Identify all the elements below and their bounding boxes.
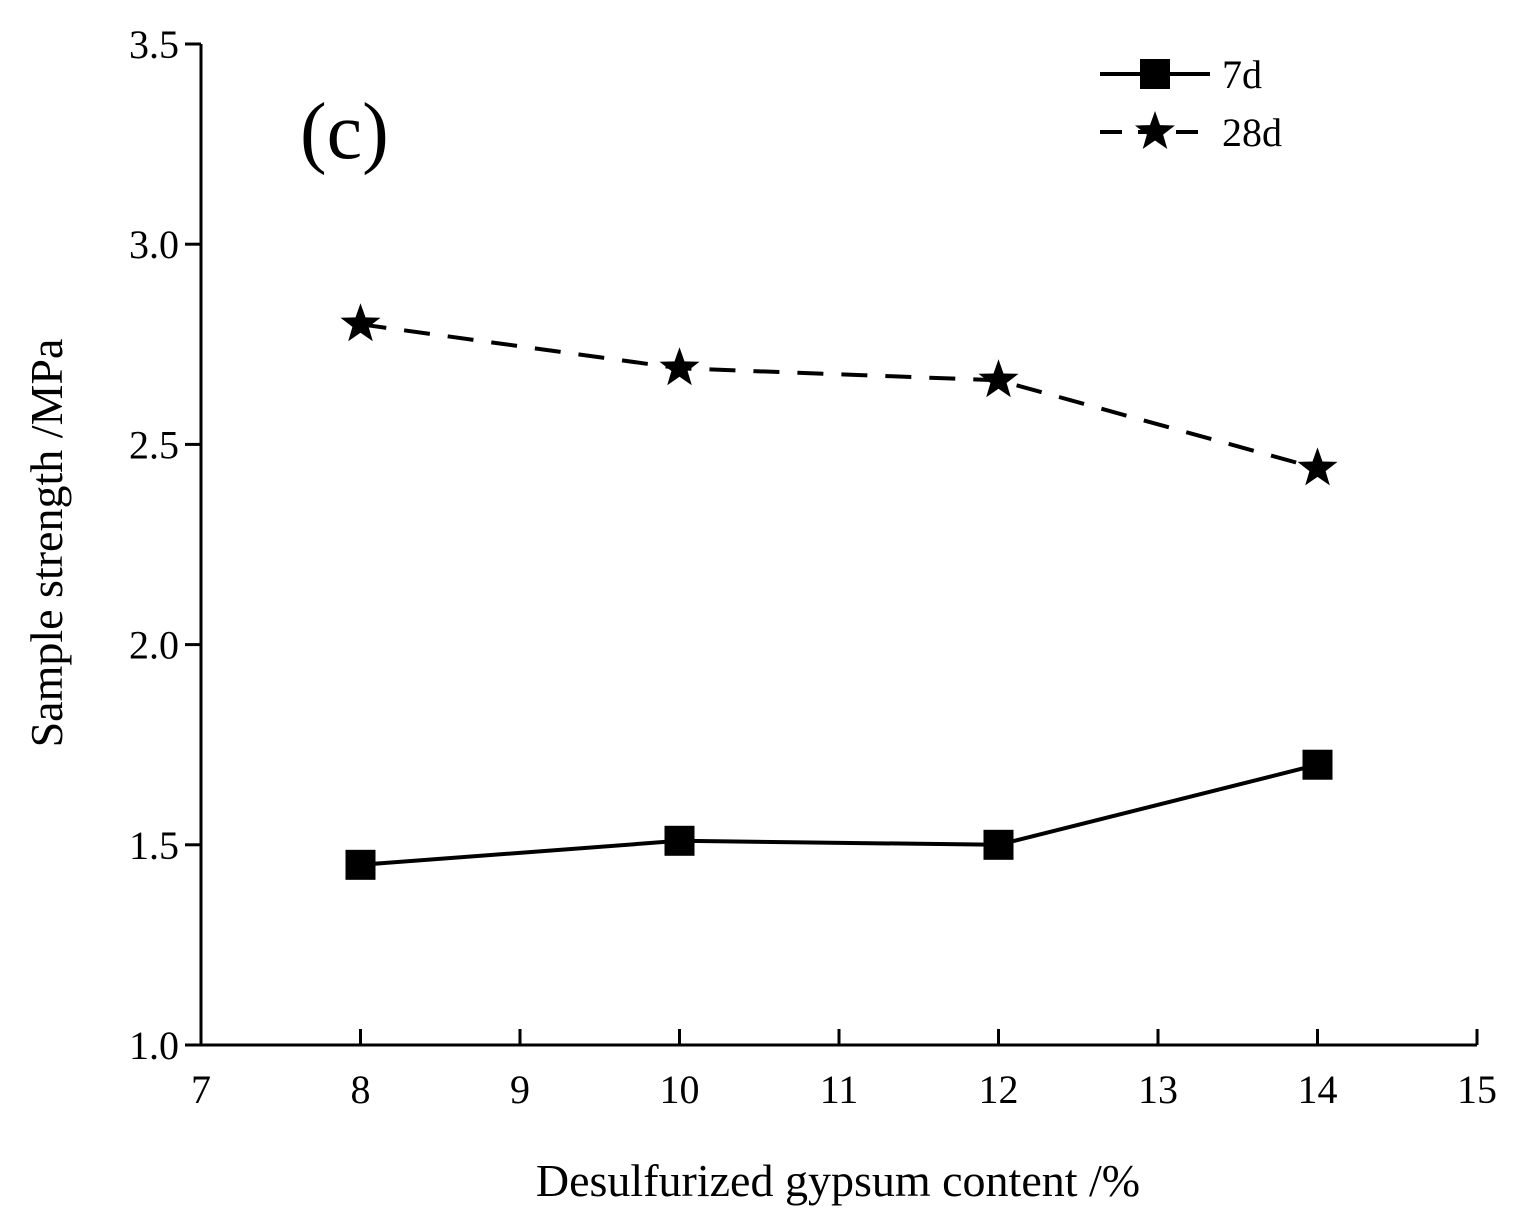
data-point-28d [1297, 447, 1338, 486]
data-point-28d [978, 359, 1019, 398]
panel-label: (c) [300, 88, 389, 176]
legend-marker-28d [1135, 111, 1175, 149]
y-axis-ticks: 1.0 1.5 2.0 2.5 3.0 3.5 [129, 22, 201, 1068]
data-point-28d [340, 303, 381, 342]
series-layer [340, 303, 1338, 880]
x-axis-ticks: 7 8 9 10 11 12 13 14 15 [191, 1029, 1497, 1112]
y-tick-label: 2.5 [129, 422, 179, 467]
x-tick-label: 8 [351, 1067, 371, 1112]
legend-label-28d: 28d [1222, 110, 1282, 155]
x-tick-label: 15 [1457, 1067, 1497, 1112]
x-tick-label: 11 [820, 1067, 859, 1112]
y-tick-label: 2.0 [129, 623, 179, 668]
data-point-7d [983, 829, 1014, 860]
x-tick-label: 7 [191, 1067, 211, 1112]
y-axis-title: Sample strength /MPa [21, 339, 72, 748]
axes [199, 44, 1477, 1047]
y-tick-label: 1.0 [129, 1023, 179, 1068]
x-tick-label: 14 [1298, 1067, 1338, 1112]
x-tick-label: 10 [660, 1067, 700, 1112]
y-tick-label: 3.0 [129, 222, 179, 267]
legend-marker-7d [1140, 59, 1170, 89]
x-tick-label: 13 [1138, 1067, 1178, 1112]
data-point-7d [664, 825, 695, 856]
data-point-28d [659, 347, 700, 386]
series-line-28d [360, 322, 1319, 471]
x-axis-title: Desulfurized gypsum content /% [536, 1155, 1140, 1206]
y-tick-label: 1.5 [129, 823, 179, 868]
series-line-7d [360, 762, 1318, 867]
data-point-7d [345, 849, 376, 880]
x-tick-label: 12 [979, 1067, 1019, 1112]
y-tick-label: 3.5 [129, 22, 179, 67]
data-point-7d [1302, 749, 1333, 780]
x-tick-label: 9 [510, 1067, 530, 1112]
legend-label-7d: 7d [1222, 52, 1262, 97]
